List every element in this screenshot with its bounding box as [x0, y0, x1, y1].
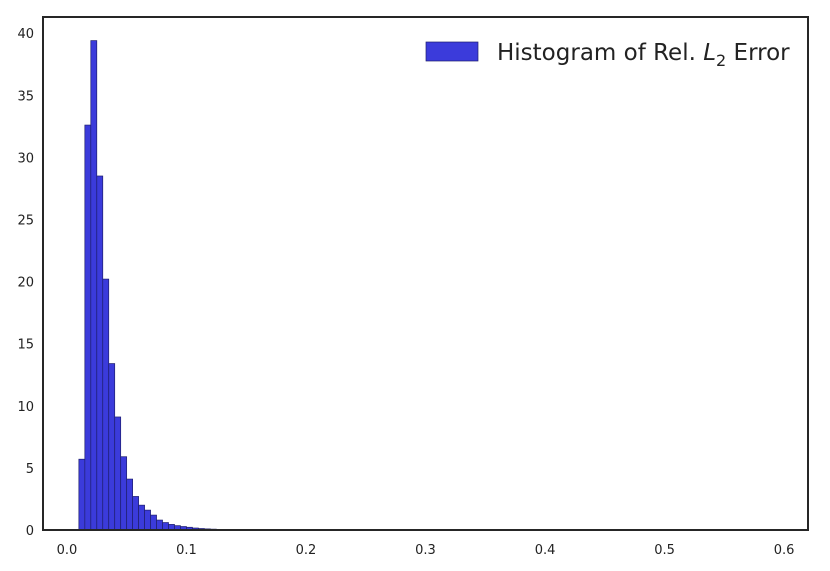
- histogram-bar: [90, 40, 98, 531]
- x-tick-label: 0.5: [654, 543, 675, 558]
- legend: Histogram of Rel. L2 Error: [425, 40, 790, 70]
- legend-swatch: [425, 41, 479, 62]
- y-tick-label: 30: [17, 151, 34, 166]
- y-tick-label: 5: [26, 462, 34, 477]
- y-tick-label: 35: [17, 89, 34, 104]
- x-tick-label: 0.6: [774, 543, 795, 558]
- histogram-bar: [108, 363, 116, 531]
- legend-label: Histogram of Rel. L2 Error: [497, 40, 790, 70]
- legend-label-symbol: L: [703, 40, 716, 66]
- x-tick-label: 0.4: [535, 543, 556, 558]
- histogram-bar: [138, 504, 145, 531]
- histogram-bar: [84, 124, 92, 531]
- x-tick-label: 0.1: [176, 543, 197, 558]
- histogram-bar: [120, 456, 128, 531]
- histogram-bar: [96, 175, 104, 531]
- histogram-bar: [114, 416, 122, 531]
- plot-frame: [42, 16, 809, 531]
- histogram-bar: [162, 522, 169, 531]
- histogram-bar: [126, 478, 133, 531]
- y-tick-label: 40: [17, 27, 34, 42]
- y-tick-label: 15: [17, 338, 34, 353]
- histogram-bars: [78, 40, 259, 531]
- histogram-bar: [150, 514, 157, 531]
- y-tick-label: 25: [17, 213, 34, 228]
- legend-label-prefix: Histogram of Rel.: [497, 40, 703, 66]
- legend-label-suffix: Error: [726, 40, 790, 66]
- histogram-bar: [132, 496, 139, 531]
- x-tick-label: 0.2: [296, 543, 317, 558]
- y-tick-label: 10: [17, 400, 34, 415]
- histogram-bar: [102, 278, 110, 531]
- legend-label-subscript: 2: [716, 51, 726, 70]
- histogram-bar: [78, 458, 86, 531]
- y-tick-label: 0: [26, 524, 34, 539]
- x-axis: 0.0 0.1 0.2 0.3 0.4 0.5 0.6: [57, 543, 795, 558]
- y-tick-label: 20: [17, 276, 34, 291]
- x-tick-label: 0.3: [415, 543, 436, 558]
- x-tick-label: 0.0: [57, 543, 78, 558]
- histogram-bar: [144, 509, 151, 531]
- y-axis: 0 5 10 15 20 25 30 35 40: [17, 27, 34, 539]
- histogram-bar: [156, 519, 163, 531]
